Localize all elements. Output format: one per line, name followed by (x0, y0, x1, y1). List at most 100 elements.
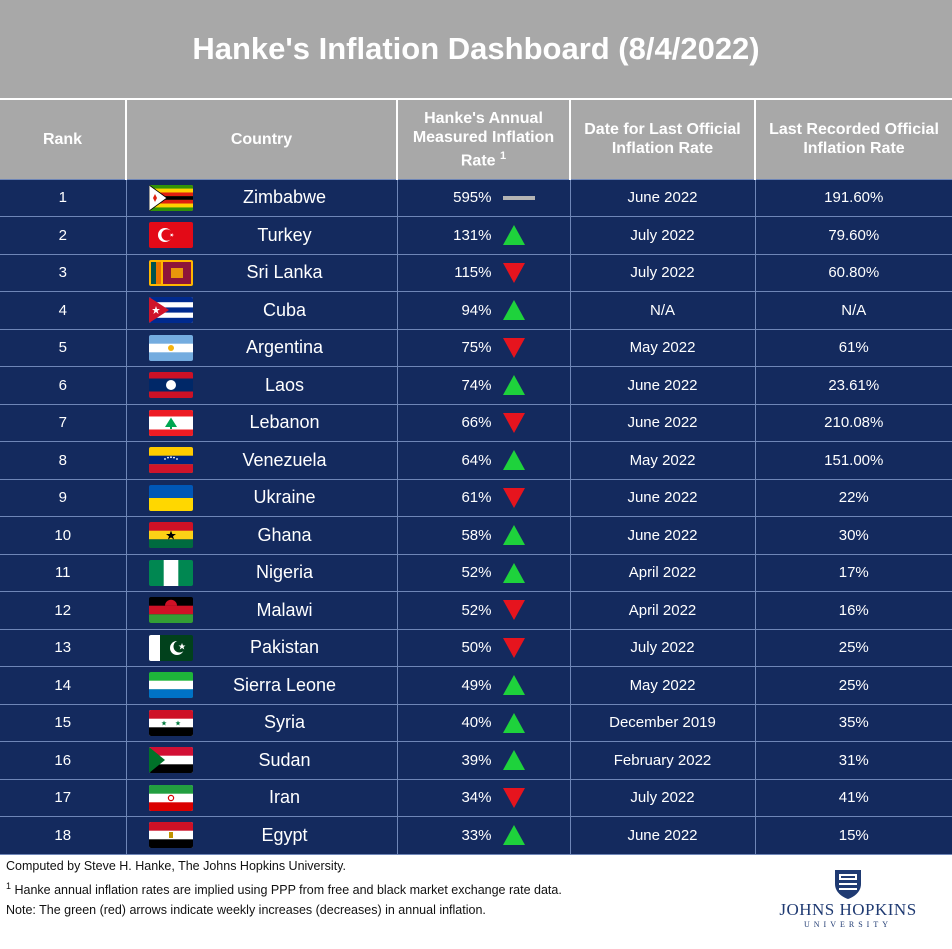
official-date-cell: April 2022 (569, 591, 756, 630)
hanke-rate-cell: 61% (396, 478, 571, 517)
flag-icon (148, 634, 193, 661)
flag-icon (148, 259, 193, 286)
country-name: Syria (263, 712, 305, 733)
down-arrow-icon (502, 787, 526, 809)
table-row: 16 Sudan 39% February 2022 31% (0, 741, 952, 780)
official-rate-cell: 16% (754, 591, 952, 630)
official-date-cell: December 2019 (569, 703, 756, 742)
up-arrow-icon (502, 674, 526, 696)
rank-cell: 5 (0, 328, 127, 367)
rank-cell: 15 (0, 703, 127, 742)
country-cell: Syria (125, 703, 398, 742)
hanke-rate-value: 58% (461, 526, 492, 544)
shield-icon (835, 870, 861, 899)
rank-cell: 13 (0, 628, 127, 667)
official-rate-cell: 15% (754, 816, 952, 855)
country-cell: Iran (125, 778, 398, 817)
table-row: 7 Lebanon 66% June 2022 210.08% (0, 403, 952, 442)
official-date-cell: July 2022 (569, 628, 756, 667)
rank-cell: 1 (0, 178, 127, 217)
flag-icon (148, 447, 193, 474)
country-cell: Pakistan (125, 628, 398, 667)
hanke-rate-value: 115% (454, 264, 492, 282)
header-official-rate: Last Recorded Official Inflation Rate (754, 98, 952, 179)
flag-icon (148, 484, 193, 511)
up-arrow-icon (502, 374, 526, 396)
official-date-cell: July 2022 (569, 253, 756, 292)
official-rate-cell: 151.00% (754, 441, 952, 480)
hanke-rate-value: 40% (461, 714, 492, 732)
official-rate-cell: 191.60% (754, 178, 952, 217)
footer-footnote: 1 Hanke annual inflation rates are impli… (6, 881, 562, 898)
country-cell: Lebanon (125, 403, 398, 442)
rank-cell: 3 (0, 253, 127, 292)
down-arrow-icon (502, 337, 526, 359)
flag-icon (148, 184, 193, 211)
flag-icon (148, 522, 193, 549)
hanke-rate-cell: 75% (396, 328, 571, 367)
inflation-table: Rank Country Hanke's Annual Measured Inf… (0, 98, 952, 855)
header-country: Country (125, 98, 398, 179)
country-name: Ghana (257, 524, 312, 545)
country-name: Iran (268, 787, 301, 808)
hanke-rate-cell: 34% (396, 778, 571, 817)
official-date-cell: May 2022 (569, 666, 756, 705)
official-date-cell: July 2022 (569, 778, 756, 817)
down-arrow-icon (502, 637, 526, 659)
footer-credit: Computed by Steve H. Hanke, The Johns Ho… (6, 859, 346, 873)
hanke-rate-cell: 40% (396, 703, 571, 742)
country-name: Lebanon (249, 412, 320, 433)
rank-cell: 18 (0, 816, 127, 855)
official-rate-cell: 60.80% (754, 253, 952, 292)
down-arrow-icon (502, 487, 526, 509)
flat-dash-icon (502, 187, 535, 209)
country-cell: Ukraine (125, 478, 398, 517)
official-rate-cell: 61% (754, 328, 952, 367)
official-date-cell: May 2022 (569, 328, 756, 367)
country-cell: Ghana (125, 516, 398, 555)
logo-sub: UNIVERSITY (804, 920, 892, 929)
rank-cell: 2 (0, 216, 127, 255)
hanke-rate-cell: 50% (396, 628, 571, 667)
table-row: 2 Turkey 131% July 2022 79.60% (0, 216, 952, 255)
up-arrow-icon (502, 449, 526, 471)
country-cell: Cuba (125, 291, 398, 330)
table-row: 14 Sierra Leone 49% May 2022 25% (0, 666, 952, 705)
logo-name: JOHNS HOPKINS (779, 900, 917, 919)
rank-cell: 4 (0, 291, 127, 330)
official-rate-cell: 31% (754, 741, 952, 780)
up-arrow-icon (502, 712, 526, 734)
country-cell: Zimbabwe (125, 178, 398, 217)
country-name: Turkey (257, 224, 312, 245)
hanke-rate-cell: 131% (396, 216, 571, 255)
table-row: 5 Argentina 75% May 2022 61% (0, 328, 952, 367)
hanke-rate-cell: 49% (396, 666, 571, 705)
hanke-rate-cell: 64% (396, 441, 571, 480)
country-name: Argentina (245, 337, 324, 358)
flag-icon (148, 784, 193, 811)
hanke-rate-cell: 66% (396, 403, 571, 442)
up-arrow-icon (502, 749, 526, 771)
up-arrow-icon (502, 562, 526, 584)
rank-cell: 8 (0, 441, 127, 480)
hanke-rate-cell: 595% (396, 178, 571, 217)
official-date-cell: June 2022 (569, 816, 756, 855)
official-rate-cell: 17% (754, 553, 952, 592)
official-rate-cell: 25% (754, 666, 952, 705)
official-date-cell: June 2022 (569, 516, 756, 555)
title-bar: Hanke's Inflation Dashboard (8/4/2022) (0, 0, 952, 98)
flag-icon (148, 297, 193, 324)
hanke-rate-cell: 39% (396, 741, 571, 780)
hanke-rate-value: 74% (461, 376, 492, 394)
official-date-cell: June 2022 (569, 178, 756, 217)
official-rate-cell: 25% (754, 628, 952, 667)
hanke-rate-value: 52% (461, 601, 492, 619)
footer-note: Note: The green (red) arrows indicate we… (6, 903, 486, 918)
header-hanke-line1: Hanke's Annual (424, 109, 543, 127)
hanke-rate-cell: 94% (396, 291, 571, 330)
country-cell: Egypt (125, 816, 398, 855)
table-body: 1 Zimbabwe 595% June 2022 191.60% 2 Turkey 131%… (0, 178, 952, 855)
hanke-rate-cell: 33% (396, 816, 571, 855)
official-date-cell: June 2022 (569, 366, 756, 405)
hanke-rate-cell: 74% (396, 366, 571, 405)
